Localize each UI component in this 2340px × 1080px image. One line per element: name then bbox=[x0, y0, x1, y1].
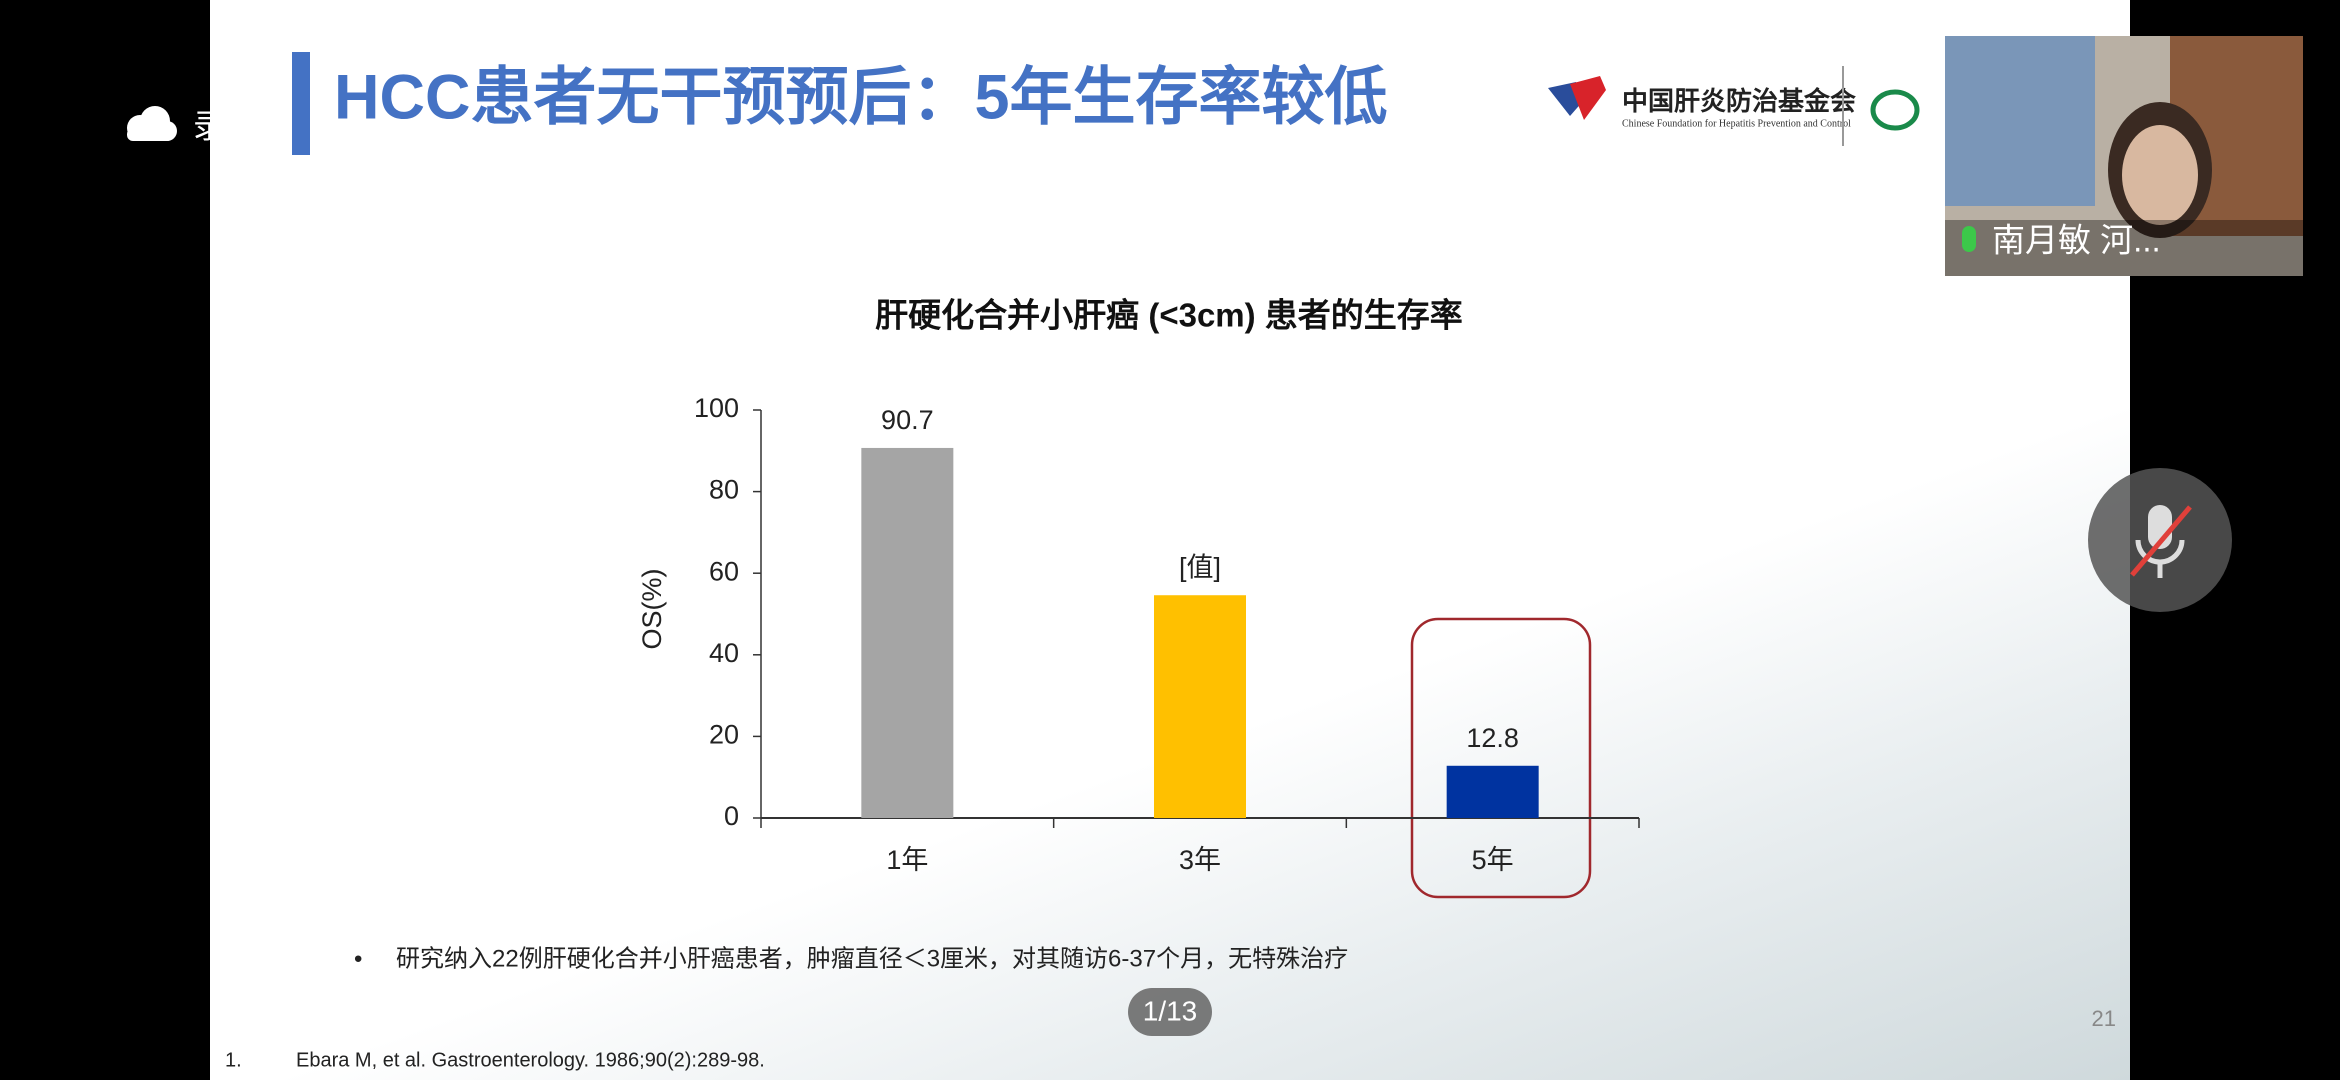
y-tick-label: 100 bbox=[694, 393, 739, 423]
footnote-number: 1. bbox=[225, 1049, 242, 1071]
slide bbox=[210, 0, 2130, 1080]
y-tick-label: 20 bbox=[709, 720, 739, 750]
bullet-dot: • bbox=[354, 945, 362, 972]
x-tick-label: 3年 bbox=[1179, 845, 1221, 875]
x-tick-label: 5年 bbox=[1472, 845, 1514, 875]
video-window bbox=[1945, 36, 2095, 206]
page-indicator: 1/13 bbox=[1143, 995, 1198, 1026]
logo-en: Chinese Foundation for Hepatitis Prevent… bbox=[1622, 118, 1851, 129]
recording-indicator: 录制中 bbox=[127, 106, 292, 145]
bar bbox=[1446, 765, 1539, 818]
bar bbox=[1154, 595, 1246, 818]
video-name-bg bbox=[1945, 220, 2303, 276]
logo: 中国肝炎防治基金会 Chinese Foundation for Hepatit… bbox=[1548, 66, 1920, 146]
video-tile[interactable]: 南月敏 河... bbox=[1945, 36, 2303, 276]
x-tick-label: 1年 bbox=[886, 845, 928, 875]
participant-name: 南月敏 河... bbox=[1992, 222, 2161, 259]
y-tick-label: 40 bbox=[709, 638, 739, 668]
logo-cn: 中国肝炎防治基金会 bbox=[1622, 86, 1856, 116]
page-indicator-bg bbox=[1128, 988, 1212, 1036]
y-tick-label: 80 bbox=[709, 475, 739, 505]
y-tick-label: 60 bbox=[709, 556, 739, 586]
y-axis-label: OS(%) bbox=[637, 569, 667, 650]
slide-title: HCC患者无干预预后：5年生存率较低 bbox=[334, 63, 1388, 133]
value-label: [值] bbox=[1179, 552, 1221, 582]
value-label: 90.7 bbox=[881, 405, 934, 435]
chart-title: 肝硬化合并小肝癌 (<3cm) 患者的生存率 bbox=[875, 297, 1463, 334]
y-tick-label: 0 bbox=[724, 801, 739, 831]
video-face bbox=[2122, 125, 2198, 225]
mic-on-icon bbox=[1962, 226, 1976, 252]
footnote-text: Ebara M, et al. Gastroenterology. 1986;9… bbox=[296, 1049, 765, 1071]
bar bbox=[861, 447, 954, 818]
value-label: 12.8 bbox=[1466, 723, 1519, 753]
bullet-text: 研究纳入22例肝硬化合并小肝癌患者，肿瘤直径＜3厘米，对其随访6-37个月，无特… bbox=[396, 945, 1348, 972]
recording-label: 录制中 bbox=[193, 108, 292, 145]
page-number: 21 bbox=[2092, 1006, 2116, 1031]
mute-button[interactable] bbox=[2088, 468, 2232, 612]
highlight-box bbox=[1410, 617, 1592, 899]
title-accent bbox=[292, 52, 310, 155]
